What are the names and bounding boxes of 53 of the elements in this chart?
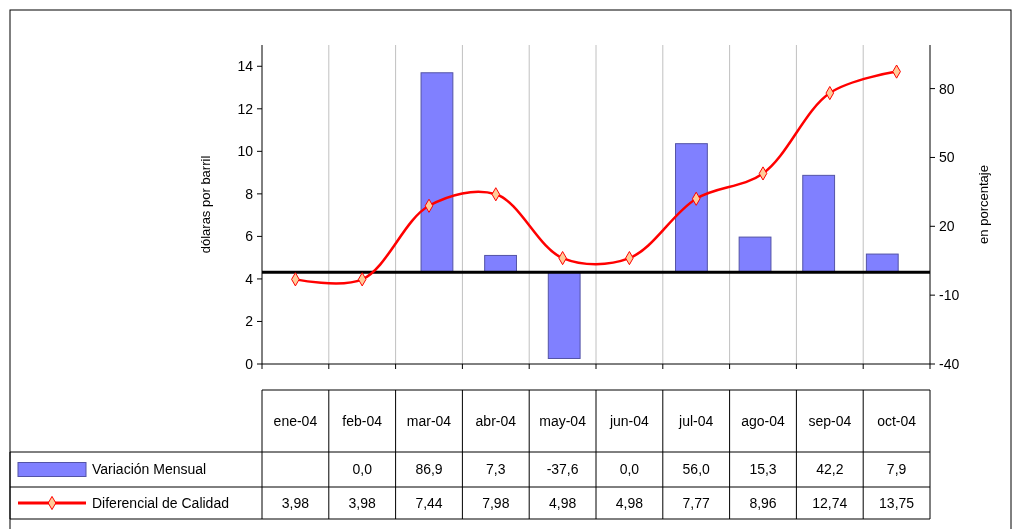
data-label: 3,98 <box>281 494 310 511</box>
data-label: -37,6 <box>546 461 579 478</box>
y-tick-label: 10 <box>237 143 254 160</box>
data-label: 4,98 <box>615 494 644 511</box>
bar <box>420 72 454 273</box>
y-tick-label: 0 <box>245 355 254 372</box>
bar <box>738 236 772 273</box>
y2-tick-label: 80 <box>939 80 955 97</box>
legend-label: Diferencial de Calidad <box>92 494 229 511</box>
x-tick-label: abr-04 <box>475 412 517 429</box>
data-label: 13,75 <box>879 494 915 511</box>
x-tick-label: ago-04 <box>741 412 786 429</box>
y-axis-title: dólaras por barril <box>198 155 213 254</box>
data-label: 4,98 <box>548 494 577 511</box>
x-tick-label: ene-04 <box>273 412 318 429</box>
data-label: 86,9 <box>415 461 443 478</box>
y2-axis-title: en porcentaje <box>976 165 991 244</box>
data-label: 3,98 <box>348 494 377 511</box>
y2-tick-label: -10 <box>939 287 960 304</box>
x-tick-label: oct-04 <box>877 412 917 429</box>
y-tick-label: 4 <box>245 270 254 287</box>
y-tick-label: 6 <box>245 228 254 245</box>
data-label: 7,98 <box>482 494 510 511</box>
data-label: 7,77 <box>682 494 711 511</box>
y-tick-label: 14 <box>237 58 254 75</box>
x-tick-label: sep-04 <box>808 412 852 429</box>
legend-label: Variación Mensual <box>92 461 207 478</box>
x-tick-label: feb-04 <box>342 412 383 429</box>
y-tick-label: 12 <box>237 100 254 117</box>
y2-tick-label: -40 <box>939 355 960 372</box>
y2-tick-label: 20 <box>939 218 955 235</box>
data-label: 15,3 <box>749 461 777 478</box>
data-label: 7,44 <box>415 494 443 511</box>
bar <box>484 254 517 273</box>
data-label: 0,0 <box>619 461 640 478</box>
y-tick-label: 8 <box>245 185 254 202</box>
x-tick-label: may-04 <box>539 412 587 429</box>
x-tick-label: jun-04 <box>608 412 650 429</box>
data-label: 8,96 <box>749 494 777 511</box>
data-label: 42,2 <box>816 461 844 478</box>
bar <box>802 174 836 273</box>
bar <box>547 271 581 359</box>
bar <box>675 143 708 273</box>
data-label: 7,9 <box>886 461 907 478</box>
x-tick-label: mar-04 <box>406 412 452 429</box>
data-label: 56,0 <box>682 461 711 478</box>
y2-tick-label: 50 <box>939 149 955 166</box>
x-tick-label: jul-04 <box>678 412 714 429</box>
y-tick-label: 2 <box>245 313 254 330</box>
data-label: 12,74 <box>812 494 848 511</box>
data-label: 0,0 <box>352 461 373 478</box>
bar <box>865 253 899 273</box>
data-label: 7,3 <box>486 461 506 478</box>
